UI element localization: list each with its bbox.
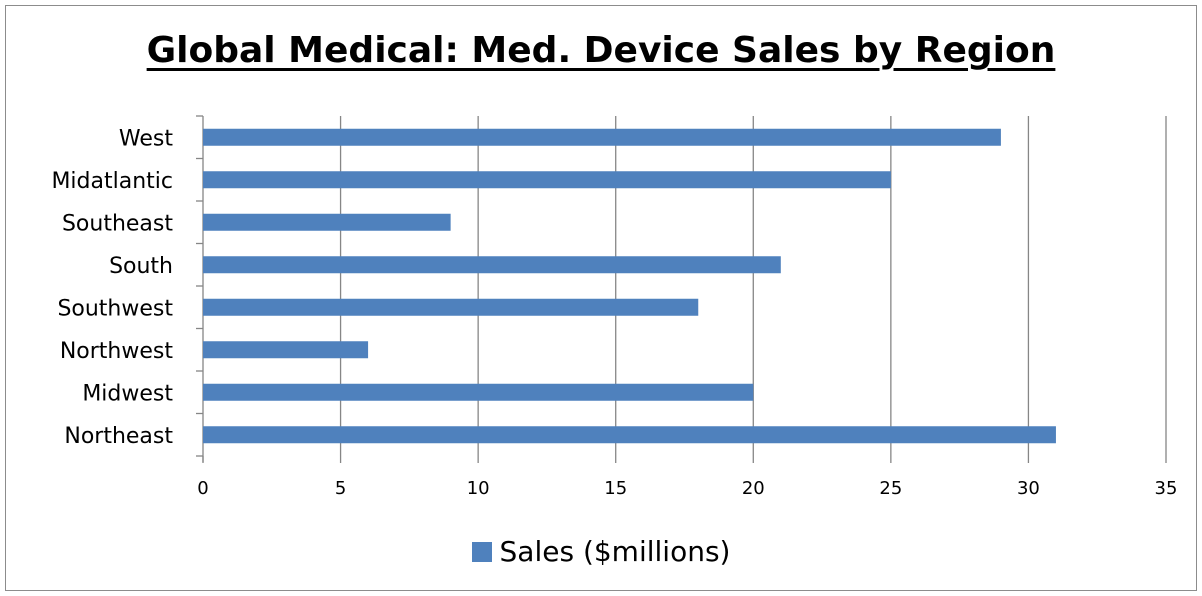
bar [203, 256, 781, 274]
category-label: Midwest [82, 381, 173, 406]
category-label: South [109, 254, 173, 279]
bar [203, 341, 369, 359]
bar [203, 171, 891, 189]
x-tick-label: 5 [335, 478, 346, 499]
category-label: Northeast [64, 424, 173, 449]
category-label: Northwest [60, 339, 174, 364]
x-tick-label: 15 [604, 478, 627, 499]
legend-swatch [471, 541, 492, 562]
category-label: Southeast [62, 211, 173, 236]
bar [203, 128, 1001, 146]
legend: Sales ($millions) [0, 535, 1202, 568]
chart-area [5, 5, 1197, 591]
bar [203, 426, 1056, 444]
legend-label: Sales ($millions) [499, 535, 731, 568]
x-tick-label: 0 [197, 478, 208, 499]
bar [203, 298, 699, 316]
bar [203, 213, 451, 231]
chart-title: Global Medical: Med. Device Sales by Reg… [146, 30, 1056, 71]
x-tick-label: 35 [1155, 478, 1178, 499]
category-label: West [119, 126, 173, 151]
x-tick-label: 30 [1017, 478, 1040, 499]
x-tick-label: 25 [879, 478, 902, 499]
category-label: Southwest [57, 296, 173, 321]
x-tick-label: 10 [467, 478, 490, 499]
x-tick-label: 20 [742, 478, 765, 499]
bar [203, 383, 754, 401]
category-label: Midatlantic [51, 169, 173, 194]
